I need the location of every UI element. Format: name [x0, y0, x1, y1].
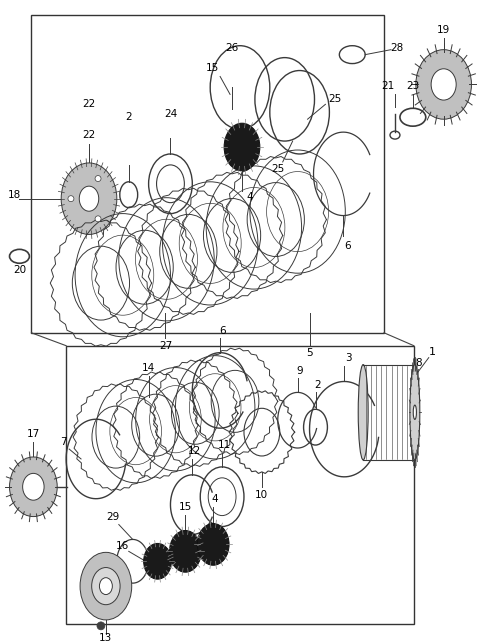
Text: 25: 25: [271, 164, 284, 174]
Circle shape: [95, 216, 101, 222]
Text: 1: 1: [429, 347, 436, 357]
Ellipse shape: [10, 457, 57, 516]
Text: 7: 7: [60, 437, 67, 447]
Text: 22: 22: [83, 99, 96, 109]
Text: 4: 4: [212, 494, 218, 503]
Text: 19: 19: [437, 25, 450, 35]
Ellipse shape: [79, 186, 99, 211]
Text: 15: 15: [205, 62, 219, 73]
Text: 27: 27: [159, 341, 172, 350]
Ellipse shape: [431, 69, 456, 100]
Circle shape: [68, 195, 74, 202]
Text: 29: 29: [106, 512, 120, 521]
Circle shape: [97, 622, 105, 630]
Ellipse shape: [80, 552, 132, 620]
Text: 23: 23: [406, 82, 420, 91]
Text: 16: 16: [116, 541, 130, 552]
Text: 4: 4: [247, 192, 253, 202]
Text: 28: 28: [390, 42, 404, 53]
Ellipse shape: [99, 577, 112, 595]
Text: 6: 6: [219, 326, 226, 336]
Text: 5: 5: [306, 348, 313, 358]
Ellipse shape: [197, 523, 229, 565]
Ellipse shape: [413, 405, 417, 419]
Text: 21: 21: [382, 82, 395, 91]
Text: 15: 15: [179, 502, 192, 512]
Text: 18: 18: [8, 190, 21, 200]
Text: 13: 13: [99, 633, 112, 643]
Text: 2: 2: [314, 381, 321, 390]
Ellipse shape: [416, 50, 471, 119]
Ellipse shape: [23, 473, 44, 500]
Ellipse shape: [144, 543, 171, 579]
Text: 11: 11: [217, 440, 231, 450]
Bar: [66, 346, 414, 624]
Ellipse shape: [169, 530, 201, 572]
Text: 6: 6: [344, 241, 350, 251]
Text: 26: 26: [226, 42, 239, 53]
Text: 17: 17: [27, 429, 40, 439]
Text: 3: 3: [345, 352, 351, 363]
Ellipse shape: [358, 365, 368, 460]
Text: 9: 9: [296, 366, 303, 376]
Text: 25: 25: [329, 95, 342, 104]
Circle shape: [95, 176, 101, 181]
Ellipse shape: [92, 568, 120, 604]
Ellipse shape: [224, 123, 260, 171]
Ellipse shape: [410, 365, 420, 460]
Text: 24: 24: [164, 109, 177, 119]
Text: 14: 14: [142, 363, 155, 372]
Text: 22: 22: [83, 130, 96, 140]
Ellipse shape: [61, 163, 117, 235]
Text: 10: 10: [255, 490, 268, 500]
Text: 2: 2: [125, 113, 132, 122]
Bar: [31, 15, 384, 333]
Text: 8: 8: [416, 358, 422, 368]
Text: 12: 12: [188, 446, 201, 456]
Text: 20: 20: [13, 265, 26, 275]
